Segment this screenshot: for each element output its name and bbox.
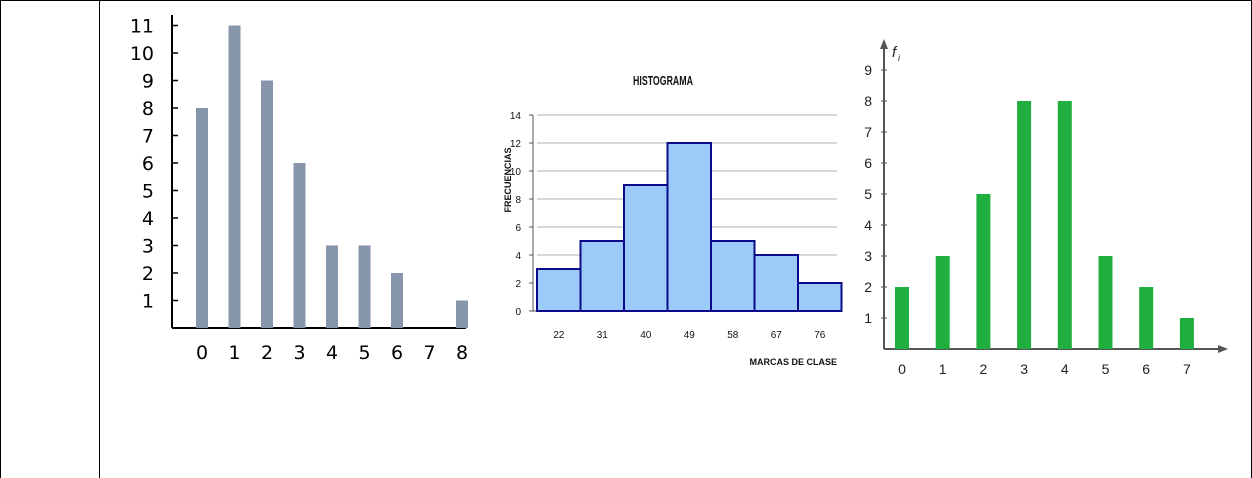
y-axis-arrow [880, 39, 888, 49]
bar [1017, 101, 1032, 349]
y-tick-label: 3 [142, 236, 154, 258]
y-tick-label: 9 [864, 62, 872, 78]
x-tick-label: 1 [939, 361, 947, 377]
x-tick-label: 0 [196, 342, 208, 364]
y-tick-label: 10 [510, 167, 522, 178]
x-tick-label: 2 [261, 342, 273, 364]
bar [935, 256, 950, 349]
bar [1098, 256, 1113, 349]
x-tick-label: 7 [423, 342, 435, 364]
chart-title: HISTOGRAMA [633, 74, 693, 88]
y-tick-label: 4 [515, 251, 521, 262]
cell-border-divider [99, 0, 100, 478]
y-tick-label: 11 [130, 16, 154, 38]
y-axis-label-subscript: i [898, 53, 901, 63]
y-tick-label: 9 [142, 71, 154, 93]
x-tick-label: 4 [1061, 361, 1069, 377]
histogram-bar [579, 240, 625, 312]
y-tick-label: 2 [142, 263, 154, 285]
y-tick-label: 0 [515, 307, 521, 318]
y-tick-label: 6 [142, 153, 154, 175]
x-tick-label: 22 [553, 330, 565, 341]
x-axis-arrow [1218, 345, 1228, 353]
bar [976, 194, 991, 349]
x-tick-label: 3 [293, 342, 305, 364]
cell-border-top [0, 0, 1252, 1]
x-tick-label: 31 [597, 330, 609, 341]
x-tick-label: 76 [814, 330, 826, 341]
x-tick-label: 58 [727, 330, 739, 341]
y-tick-label: 8 [142, 98, 154, 120]
x-tick-label: 49 [684, 330, 696, 341]
y-tick-label: 2 [515, 279, 521, 290]
histogram-bar [666, 142, 712, 312]
y-tick-label: 5 [142, 181, 154, 203]
x-tick-label: 7 [1183, 361, 1191, 377]
x-tick-label: 40 [640, 330, 652, 341]
y-tick-label: 8 [864, 93, 872, 109]
y-tick-label: 6 [515, 223, 521, 234]
y-tick-label: 8 [515, 195, 521, 206]
y-tick-label: 5 [864, 186, 872, 202]
x-tick-label: 5 [358, 342, 370, 364]
y-tick-label: 12 [510, 139, 522, 150]
y-tick-label: 2 [864, 279, 872, 295]
x-tick-label: 6 [1142, 361, 1150, 377]
histogram-bar [753, 254, 799, 312]
y-tick-label: 4 [864, 217, 872, 233]
x-tick-label: 2 [980, 361, 988, 377]
bar [261, 80, 273, 328]
bar [326, 245, 338, 328]
y-tick-label: 4 [142, 208, 154, 230]
histogram-bar [710, 240, 756, 312]
x-tick-label: 67 [771, 330, 783, 341]
y-tick-label: 14 [510, 111, 522, 122]
bar [391, 273, 403, 328]
bar [456, 300, 468, 328]
x-tick-label: 5 [1102, 361, 1110, 377]
bar [1139, 287, 1154, 349]
x-tick-label: 6 [391, 342, 403, 364]
bar [228, 25, 241, 328]
x-tick-label: 0 [898, 361, 906, 377]
histogram-bar [536, 268, 582, 312]
bar [196, 108, 208, 328]
bar [1057, 101, 1072, 349]
histogram-bar [797, 282, 843, 312]
y-axis-label: f [892, 44, 898, 61]
x-axis-label: MARCAS DE CLASE [749, 357, 837, 367]
y-tick-label: 7 [864, 124, 872, 140]
x-tick-label: 1 [228, 342, 240, 364]
y-tick-label: 3 [864, 248, 872, 264]
x-tick-label: 8 [456, 342, 468, 364]
cell-border-left [0, 0, 1, 478]
y-tick-label: 1 [142, 291, 154, 313]
histogram-bar [623, 184, 669, 312]
bar [358, 245, 371, 328]
y-axis-label: FRECUENCIAS [503, 147, 513, 212]
green-frequency-chart: f i 1 2 3 4 5 6 7 8 9 0 1 2 3 4 5 6 7 [864, 39, 1228, 377]
y-tick-label: 6 [864, 155, 872, 171]
x-tick-label: 3 [1020, 361, 1028, 377]
histogram-chart: HISTOGRAMA 0 2 4 6 8 10 12 14 22 31 40 49 58 67 76 FRECU… [503, 74, 843, 367]
x-tick-label: 4 [326, 342, 338, 364]
bar [895, 287, 909, 349]
y-tick-label: 7 [142, 126, 154, 148]
bar [1179, 318, 1194, 349]
y-tick-label: 10 [130, 43, 154, 65]
bar [293, 163, 306, 328]
y-tick-label: 1 [864, 310, 872, 326]
